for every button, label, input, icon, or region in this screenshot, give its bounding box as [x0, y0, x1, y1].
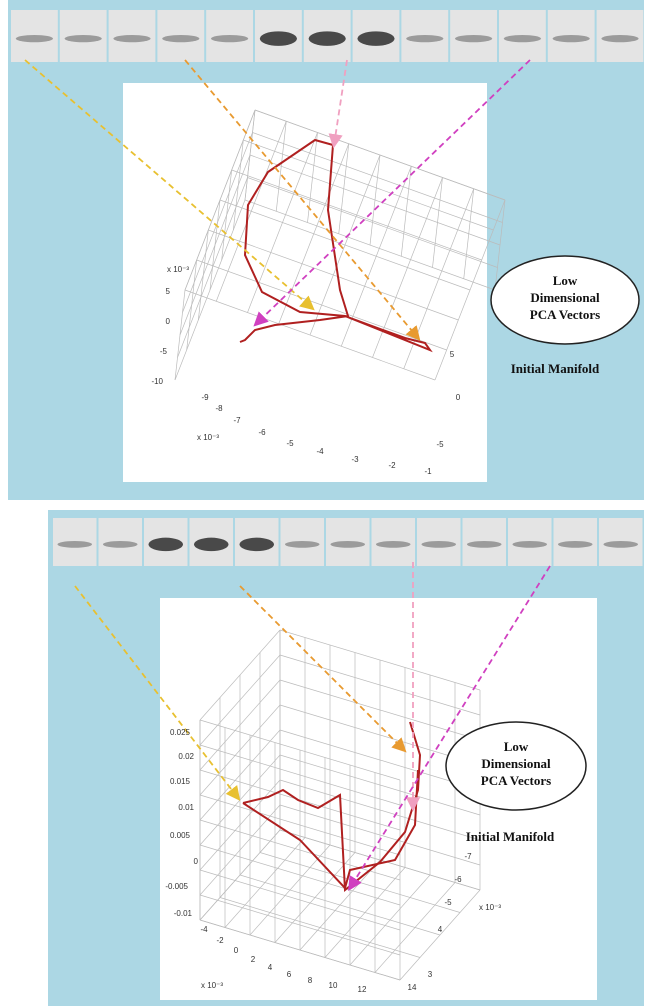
- callout-text: PCA Vectors: [481, 773, 551, 788]
- z-tick-label: -10: [151, 377, 163, 386]
- y-tick-label: -6: [454, 875, 462, 884]
- y-tick-label: 0: [456, 393, 461, 402]
- x-tick-label: -4: [200, 925, 208, 934]
- callout-text: Low: [553, 273, 578, 288]
- lip: [162, 35, 199, 42]
- z-tick-label: -0.01: [174, 909, 193, 918]
- x-tick-label: 8: [308, 976, 313, 985]
- z-tick-label: 0.005: [170, 831, 191, 840]
- z-tick-label: 0.015: [170, 777, 191, 786]
- lip: [376, 541, 411, 548]
- lip: [148, 538, 183, 551]
- z-tick-label: -5: [160, 347, 168, 356]
- y-tick-label: -5: [436, 440, 444, 449]
- lip: [421, 541, 456, 548]
- x-tick-label: 10: [329, 981, 338, 990]
- lip: [357, 31, 394, 46]
- callout-text: Dimensional: [481, 756, 551, 771]
- lip: [603, 541, 638, 548]
- callout-text: Low: [504, 739, 529, 754]
- lip: [57, 541, 92, 548]
- x-tick-label: 6: [287, 970, 292, 979]
- lip: [260, 31, 297, 46]
- plot-area: [123, 83, 487, 482]
- y-tick-label: -5: [444, 898, 452, 907]
- lip: [330, 541, 365, 548]
- lip: [65, 35, 102, 42]
- x-tick-label: -6: [258, 428, 266, 437]
- x-tick-label: 4: [268, 963, 273, 972]
- z-axis-exponent: x 10⁻³: [167, 265, 189, 274]
- manifold-label: Initial Manifold: [511, 361, 600, 376]
- lip: [16, 35, 53, 42]
- lip: [309, 31, 346, 46]
- figure: Low Dimensional PCA Vectors Initial Manifol…: [0, 0, 654, 1006]
- lip: [558, 541, 593, 548]
- manifold-label: Initial Manifold: [466, 829, 555, 844]
- lip: [553, 35, 590, 42]
- x-tick-label: -7: [233, 416, 241, 425]
- z-tick-label: -0.005: [165, 882, 188, 891]
- lip: [504, 35, 541, 42]
- lip: [467, 541, 502, 548]
- x-axis-exponent: x 10⁻³: [201, 981, 223, 990]
- z-tick-label: 5: [166, 287, 171, 296]
- x-tick-label: 0: [234, 946, 239, 955]
- x-tick-label: -5: [286, 439, 294, 448]
- y-tick-label: 3: [428, 970, 433, 979]
- callout-text: Dimensional: [530, 290, 600, 305]
- lip: [455, 35, 492, 42]
- z-tick-label: 0: [194, 857, 199, 866]
- z-tick-label: 0.025: [170, 728, 191, 737]
- lip: [285, 541, 320, 548]
- x-tick-label: -1: [424, 467, 432, 476]
- x-tick-label: -8: [215, 404, 223, 413]
- lip: [239, 538, 274, 551]
- x-tick-label: -2: [388, 461, 396, 470]
- x-tick-label: -4: [316, 447, 324, 456]
- lip: [103, 541, 138, 548]
- x-tick-label: -2: [216, 936, 224, 945]
- x-tick-label: 14: [408, 983, 417, 992]
- y-tick-label: 5: [450, 350, 455, 359]
- x-tick-label: -9: [201, 393, 209, 402]
- x-axis-exponent: x 10⁻³: [197, 433, 219, 442]
- z-tick-label: 0.02: [178, 752, 194, 761]
- lip: [601, 35, 638, 42]
- lip: [512, 541, 547, 548]
- lip: [211, 35, 248, 42]
- lip: [113, 35, 150, 42]
- y-tick-label: 4: [438, 925, 443, 934]
- y-axis-exponent: x 10⁻³: [479, 903, 501, 912]
- x-tick-label: 12: [358, 985, 367, 994]
- z-tick-label: 0.01: [178, 803, 194, 812]
- lip: [194, 538, 229, 551]
- x-tick-label: 2: [251, 955, 256, 964]
- callout-text: PCA Vectors: [530, 307, 600, 322]
- lip: [406, 35, 443, 42]
- z-tick-label: 0: [166, 317, 171, 326]
- y-tick-label: -7: [464, 852, 472, 861]
- x-tick-label: -3: [351, 455, 359, 464]
